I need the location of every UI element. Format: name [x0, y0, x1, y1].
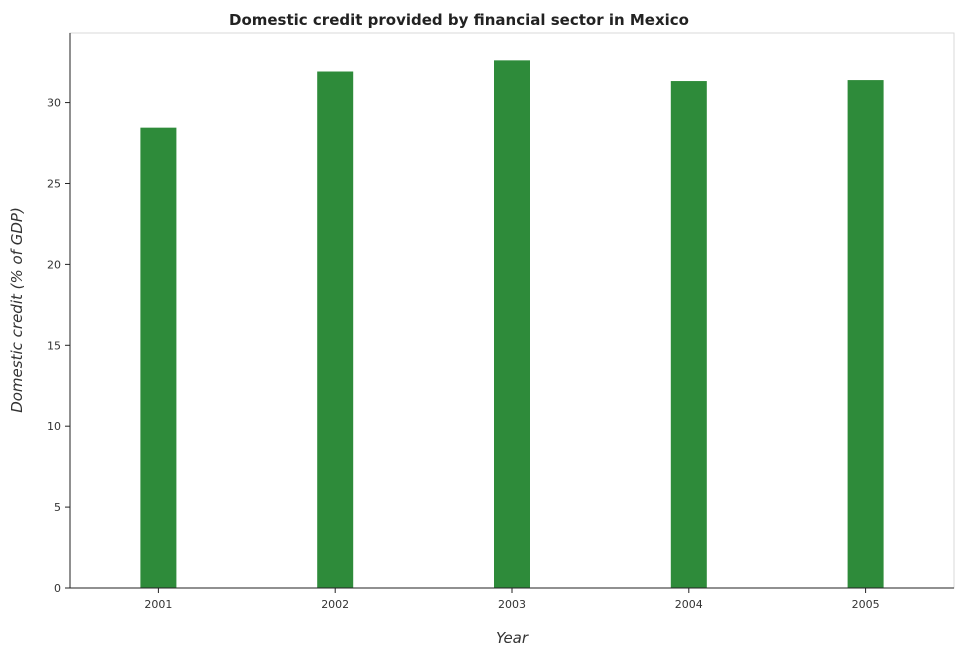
y-tick-label: 25 [47, 177, 61, 190]
y-tick-label: 30 [47, 97, 61, 110]
chart-title: Domestic credit provided by financial se… [229, 11, 689, 29]
x-tick-label: 2004 [675, 598, 703, 611]
bar-2002 [317, 71, 354, 589]
x-axis-label: Year [496, 629, 529, 647]
x-tick-label: 2003 [498, 598, 526, 611]
x-tick-label: 2001 [144, 598, 172, 611]
x-tick-label: 2005 [852, 598, 880, 611]
y-tick-label: 15 [47, 339, 61, 352]
y-axis-ticks: 0 5 10 15 20 25 30 [47, 97, 70, 595]
y-tick-label: 0 [54, 582, 61, 595]
x-axis-ticks: 2001 2002 2003 2004 2005 [144, 588, 880, 611]
bars-group [140, 60, 884, 589]
x-tick-label: 2002 [321, 598, 349, 611]
bar-2005 [847, 80, 884, 589]
y-tick-label: 5 [54, 501, 61, 514]
bar-2004 [670, 81, 707, 588]
bar-2001 [140, 127, 177, 588]
y-tick-label: 20 [47, 258, 61, 271]
bar-2003 [494, 60, 530, 589]
y-axis-label: Domestic credit (% of GDP) [8, 207, 26, 413]
y-tick-label: 10 [47, 420, 61, 433]
